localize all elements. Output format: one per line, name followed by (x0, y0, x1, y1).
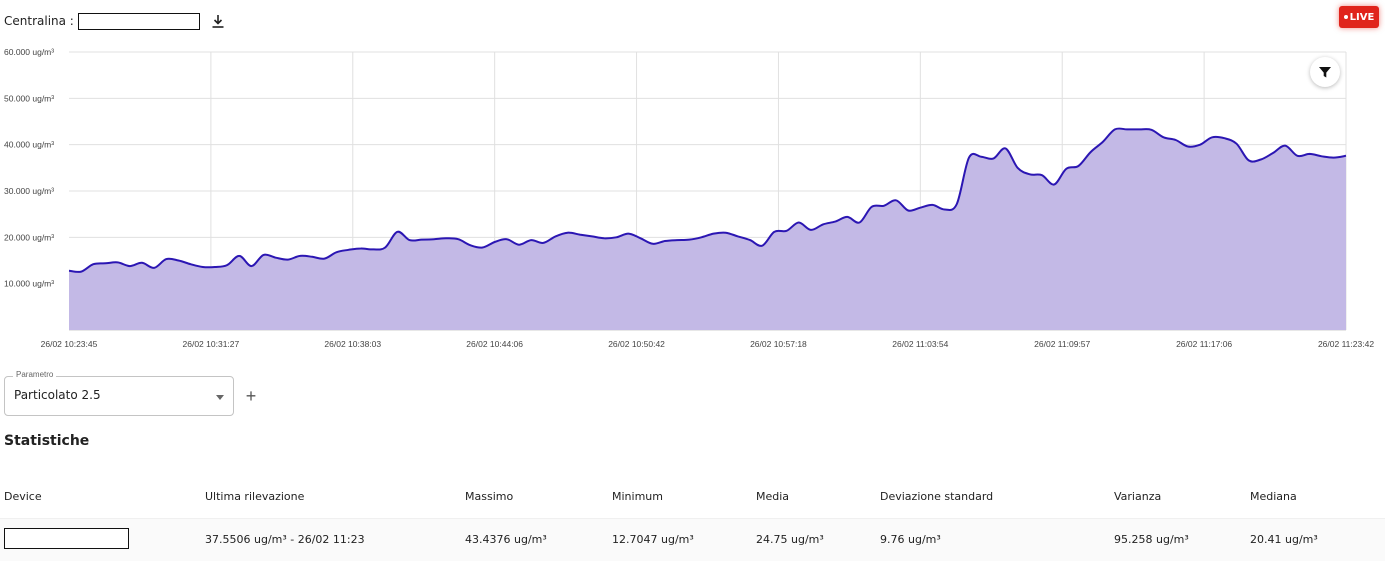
header-device: Device (4, 490, 42, 503)
live-label: LIVE (1349, 11, 1375, 23)
header-media: Media (756, 490, 790, 503)
parametro-value: Particolato 2.5 (14, 388, 101, 402)
stats-title: Statistiche (4, 433, 90, 449)
y-tick-label: 20.000 ug/m³ (4, 232, 54, 242)
y-tick-label: 60.000 ug/m³ (4, 47, 54, 57)
x-tick-label: 26/02 10:31:27 (183, 339, 240, 349)
centralina-bar: Centralina : (4, 10, 227, 32)
filter-icon (1319, 67, 1331, 78)
download-icon (212, 14, 224, 28)
area-chart: 60.000 ug/m³ 50.000 ug/m³ 40.000 ug/m³ 30.0… (4, 47, 1374, 349)
x-tick-label: 26/02 11:17:06 (1176, 339, 1232, 349)
x-tick-label: 26/02 10:57:18 (750, 339, 807, 349)
add-parameter-button[interactable]: + (245, 386, 257, 406)
cell-media: 24.75 ug/m³ (756, 533, 824, 546)
centralina-label: Centralina : (4, 14, 74, 28)
x-tick-label: 26/02 10:50:42 (608, 339, 665, 349)
filter-button[interactable] (1310, 57, 1340, 87)
x-tick-label: 26/02 10:38:03 (324, 339, 381, 349)
header-mediana: Mediana (1250, 490, 1297, 503)
live-badge[interactable]: LIVE (1339, 6, 1379, 28)
cell-massimo: 43.4376 ug/m³ (465, 533, 547, 546)
x-tick-label: 26/02 10:44:06 (466, 339, 523, 349)
cell-ultima-rilevazione: 37.5506 ug/m³ - 26/02 11:23 (205, 533, 365, 546)
header-deviazione-standard: Deviazione standard (880, 490, 994, 503)
cell-deviazione-standard: 9.76 ug/m³ (880, 533, 941, 546)
table-row (0, 518, 1385, 561)
header-massimo: Massimo (465, 490, 514, 503)
y-tick-label: 10.000 ug/m³ (4, 279, 54, 289)
x-tick-label: 26/02 11:03:54 (892, 339, 948, 349)
x-tick-label: 26/02 11:23:42 (1318, 339, 1374, 349)
download-button[interactable] (209, 12, 227, 30)
x-tick-label: 26/02 10:23:45 (41, 339, 98, 349)
header-minimum: Minimum (612, 490, 663, 503)
parametro-legend: Parametro (13, 370, 57, 379)
series-area (69, 128, 1346, 330)
cell-mediana: 20.41 ug/m³ (1250, 533, 1318, 546)
centralina-input[interactable] (77, 12, 200, 30)
header-ultima-rilevazione: Ultima rilevazione (205, 490, 305, 503)
x-tick-label: 26/02 11:09:57 (1034, 339, 1090, 349)
y-tick-label: 30.000 ug/m³ (4, 186, 54, 196)
live-dot-icon (1343, 15, 1348, 19)
chevron-down-icon (216, 395, 224, 400)
cell-varianza: 95.258 ug/m³ (1114, 533, 1189, 546)
parametro-select[interactable]: Parametro Particolato 2.5 (4, 370, 234, 416)
y-tick-label: 50.000 ug/m³ (4, 93, 54, 103)
series-line (68, 127, 1347, 273)
device-cell (4, 528, 129, 549)
y-tick-label: 40.000 ug/m³ (4, 140, 54, 150)
header-varianza: Varianza (1114, 490, 1162, 503)
cell-minimum: 12.7047 ug/m³ (612, 533, 694, 546)
